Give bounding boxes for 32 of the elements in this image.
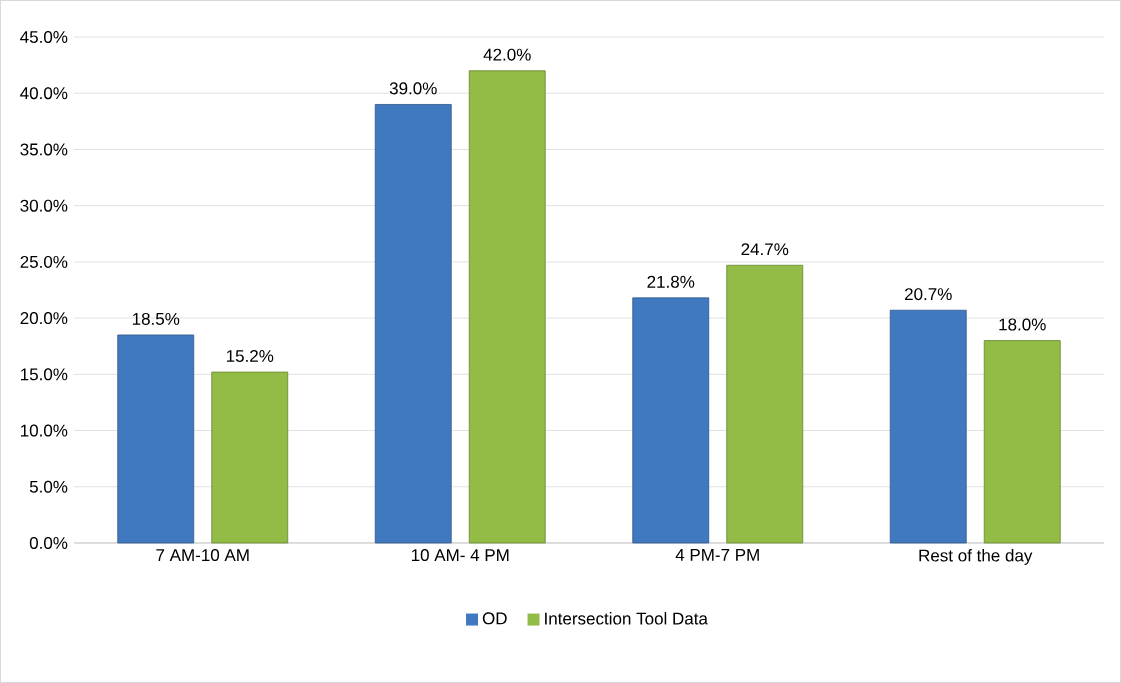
y-tick-label: 5.0%	[29, 480, 68, 493]
data-label: 24.7%	[741, 243, 789, 256]
y-tick-label: 10.0%	[21, 424, 68, 437]
y-tick-label: 25.0%	[20, 255, 68, 268]
legend-label: Intersection Tool Data	[545, 612, 708, 625]
legend-label: OD	[482, 612, 507, 625]
data-label: 20.7%	[904, 288, 952, 301]
bar	[983, 340, 1061, 544]
y-tick-label: 35.0%	[20, 143, 68, 156]
y-tick-label: 0.0%	[29, 536, 68, 549]
y-tick-label: 30.0%	[20, 199, 68, 212]
data-label: 42.0%	[483, 48, 531, 61]
data-label: 18.5%	[132, 312, 180, 325]
y-tick-label: 15.0%	[21, 368, 68, 381]
bar	[374, 104, 452, 544]
data-label: 21.8%	[647, 275, 695, 288]
data-label: 15.2%	[226, 349, 274, 362]
x-tick-label: 4 PM-7 PM	[675, 549, 759, 561]
data-label: 39.0%	[389, 82, 437, 95]
y-tick-label: 20.0%	[20, 312, 68, 325]
y-tick-label: 40.0%	[20, 87, 68, 100]
bar	[632, 297, 710, 544]
y-tick-label: 45.0%	[20, 30, 68, 44]
x-tick-label: 7 AM-10 AM	[156, 549, 249, 562]
bar	[726, 264, 804, 544]
data-label: 18.0%	[999, 318, 1046, 331]
bar	[117, 334, 195, 544]
bar	[468, 70, 546, 544]
bar	[211, 371, 289, 544]
bar	[889, 309, 967, 544]
x-tick-label: Rest of the day	[919, 549, 1033, 565]
x-tick-label: 10 AM- 4 PM	[411, 549, 509, 562]
